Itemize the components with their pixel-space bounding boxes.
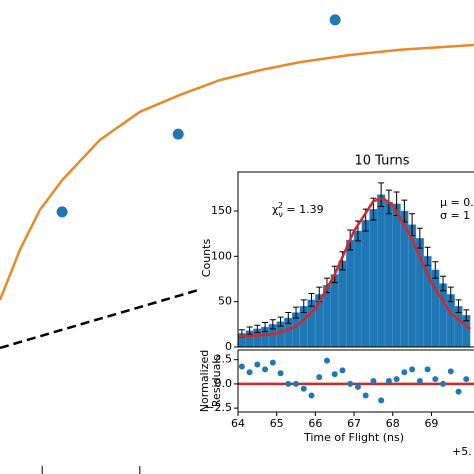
residual-point <box>293 380 300 387</box>
bar <box>353 230 363 348</box>
residual-point <box>378 397 385 404</box>
residual-point <box>254 361 261 368</box>
y-axis-label: Residuals <box>210 355 223 407</box>
data-point <box>56 206 68 218</box>
error-bar <box>308 293 315 307</box>
bar <box>346 239 355 348</box>
residual-point <box>409 366 416 373</box>
error-bar <box>269 319 276 330</box>
residual-point <box>463 376 470 383</box>
reference-line <box>0 288 199 350</box>
residual-point <box>424 366 431 373</box>
x-tick-label: 69 <box>424 417 438 430</box>
histogram-plot <box>238 182 471 348</box>
residual-point <box>300 385 307 392</box>
y-axis-label: Normalized <box>198 350 211 412</box>
error-bar <box>455 299 462 314</box>
residual-point <box>339 367 346 374</box>
residual-point <box>238 363 245 370</box>
inset-title: 10 Turns <box>354 154 409 169</box>
data-point <box>329 14 341 26</box>
residual-point <box>447 368 454 375</box>
error-bar <box>300 299 307 314</box>
residual-point <box>432 376 439 383</box>
bar <box>307 299 316 348</box>
y-tick-label: 2.5 <box>215 353 233 366</box>
residual-point <box>285 380 292 387</box>
fit-parameter: σ = 1 <box>440 209 470 222</box>
residual-point <box>440 380 447 387</box>
x-offset-label: +5. <box>452 445 472 458</box>
error-bar <box>277 316 284 327</box>
y-tick-label: 50 <box>218 295 232 308</box>
residual-point <box>354 383 361 390</box>
x-tick-label: 64 <box>231 417 245 430</box>
bar <box>392 203 401 348</box>
residual-point <box>308 392 315 399</box>
residual-point <box>246 369 253 376</box>
y-tick-label: 150 <box>211 204 232 217</box>
y-tick-label: 0.0 <box>215 377 233 390</box>
residual-point <box>362 392 369 399</box>
data-point <box>172 128 184 140</box>
error-bar <box>246 326 253 335</box>
bar <box>438 283 448 348</box>
annotation-part: = 1.39 <box>283 203 324 216</box>
residual-point <box>323 357 330 364</box>
error-bar <box>432 261 439 279</box>
bar <box>369 208 378 348</box>
y-axis-label: Counts <box>200 239 213 278</box>
bar <box>384 201 393 348</box>
residual-point <box>262 366 269 373</box>
axes-frame <box>237 349 474 413</box>
error-bar <box>424 246 431 266</box>
fit-curve <box>0 43 474 301</box>
x-tick-label: 68 <box>386 417 400 430</box>
residual-point <box>385 378 392 384</box>
residual-point <box>401 369 408 376</box>
x-tick-label: 66 <box>308 417 322 430</box>
residual-point <box>370 378 377 384</box>
bar <box>361 219 370 348</box>
residual-point <box>455 388 462 395</box>
error-bar <box>293 306 300 319</box>
bar <box>338 260 347 348</box>
fit-line <box>238 196 471 338</box>
bar <box>377 194 386 348</box>
annotation-part: 2 <box>278 201 283 210</box>
annotation-part: χ <box>272 203 279 216</box>
residual-point <box>393 376 400 383</box>
annotation-part: ν <box>278 210 283 219</box>
error-bar <box>440 275 447 292</box>
x-tick-label: 65 <box>270 417 284 430</box>
error-bar <box>378 182 385 207</box>
residual-point <box>316 374 323 381</box>
bar <box>431 269 440 348</box>
fit-parameter: μ = 0. <box>440 196 474 209</box>
residual-point <box>331 371 338 378</box>
residual-point <box>347 380 354 387</box>
y-tick-label: 0 <box>225 340 232 353</box>
fit-annotation: χν2 = 1.39 <box>272 201 324 219</box>
x-axis-label: Time of Flight (ns) <box>303 431 404 444</box>
error-bar <box>254 324 261 333</box>
y-tick-label: 100 <box>211 249 232 262</box>
error-bar <box>262 322 269 333</box>
error-bar <box>416 227 423 249</box>
x-tick-label: 67 <box>347 417 361 430</box>
residual-point <box>416 378 423 384</box>
error-bar <box>447 286 454 303</box>
residual-point <box>269 359 276 366</box>
error-bar <box>285 312 292 324</box>
bar <box>446 294 455 348</box>
error-bar <box>463 309 470 322</box>
y-tick-label: −2.5 <box>205 401 232 414</box>
axes-frame <box>237 171 474 348</box>
residual-point <box>277 370 284 377</box>
bar <box>330 274 339 348</box>
